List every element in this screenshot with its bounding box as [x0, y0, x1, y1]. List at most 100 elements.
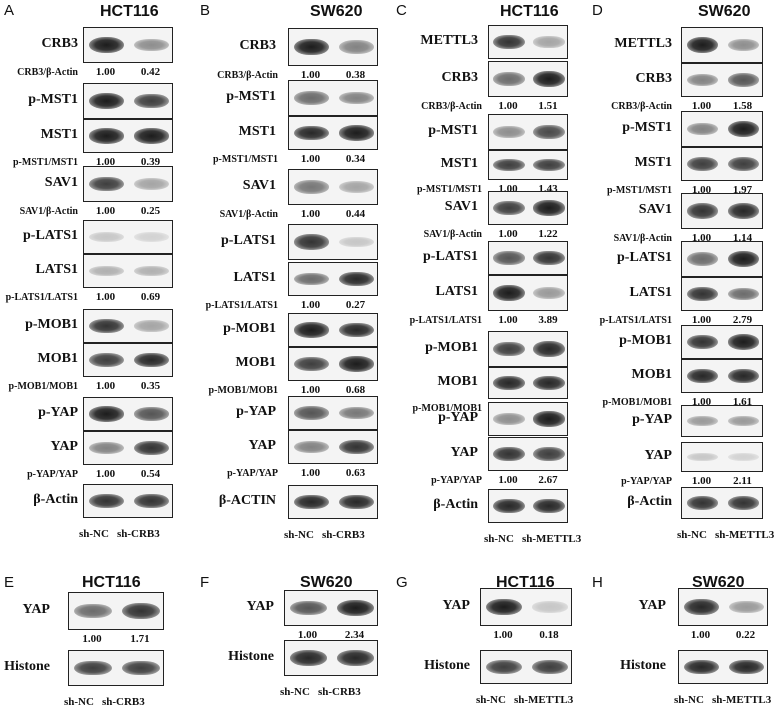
- lane-labels: sh-NC sh-CRB3: [280, 686, 394, 698]
- protein-band: [493, 413, 525, 425]
- blot-strip: [681, 241, 763, 277]
- lane-label: sh-CRB3: [101, 696, 145, 708]
- quant-value: 2.67: [538, 474, 558, 486]
- panel-c: C HCT116 METTL3 CRB3 CRB3/β-Actin 1.00 1.51 p-M…: [392, 0, 582, 560]
- protein-band: [293, 406, 330, 420]
- protein-band: [338, 356, 375, 372]
- blot-strip: [288, 80, 378, 116]
- blot-strip: [288, 224, 378, 260]
- blot-strip: [480, 650, 572, 684]
- blot-strip: [288, 347, 378, 381]
- panel-letter: H: [592, 574, 603, 591]
- panel-letter: D: [592, 2, 603, 19]
- blot-strip: [488, 150, 568, 180]
- blot-strip: [681, 359, 763, 393]
- protein-band: [88, 318, 125, 334]
- protein-band: [338, 181, 375, 193]
- blot-strip: [488, 331, 568, 367]
- protein-label: CRB3: [441, 70, 478, 85]
- quant-value: 0.39: [140, 156, 161, 168]
- cell-line-title: HCT116: [100, 3, 159, 20]
- quant-label: SAV1/β-Actin: [219, 209, 278, 220]
- protein-band: [338, 40, 375, 54]
- quant-value: 1.51: [538, 100, 558, 112]
- protein-label: YAP: [644, 448, 673, 463]
- protein-band: [486, 598, 522, 616]
- blot-strip: [68, 592, 164, 630]
- panel-letter: F: [200, 574, 210, 591]
- protein-band: [338, 322, 375, 338]
- cell-line-title: SW620: [300, 574, 353, 591]
- quant-label: p-MOB1/MOB1: [208, 385, 278, 396]
- quant-value: 2.79: [732, 314, 753, 326]
- protein-band: [88, 231, 125, 243]
- protein-band: [533, 71, 565, 87]
- blot-strip: [288, 169, 378, 205]
- blot-strip: [488, 25, 568, 59]
- cell-line-title: SW620: [692, 574, 745, 591]
- lane-labels: sh-NC sh-CRB3: [79, 528, 189, 540]
- protein-band: [133, 38, 170, 52]
- protein-label: SAV1: [444, 199, 478, 214]
- protein-band: [133, 407, 170, 421]
- protein-band: [533, 286, 565, 300]
- protein-band: [337, 600, 374, 616]
- quant-label: p-MST1/MST1: [606, 185, 672, 196]
- protein-label: β-Actin: [33, 492, 78, 507]
- protein-band: [293, 322, 330, 338]
- protein-band: [533, 498, 565, 514]
- panel-g: G HCT116 YAP 1.00 0.18 Histone sh-NC sh-METTL3: [392, 570, 582, 706]
- protein-label: Histone: [424, 658, 470, 673]
- lane-label: sh-METTL3: [711, 694, 772, 706]
- protein-label: MOB1: [235, 355, 276, 370]
- blot-strip: [83, 343, 173, 377]
- protein-label: YAP: [50, 439, 79, 454]
- lane-labels: sh-NC sh-CRB3: [64, 696, 180, 708]
- protein-band: [338, 494, 375, 510]
- protein-band: [133, 128, 170, 144]
- protein-band: [493, 341, 525, 357]
- protein-label: SAV1: [242, 178, 276, 193]
- protein-band: [686, 156, 719, 172]
- quant-label: CRB3/β-Actin: [611, 101, 672, 112]
- protein-band: [728, 659, 765, 675]
- lane-label: sh-METTL3: [513, 694, 574, 706]
- protein-band: [533, 341, 565, 357]
- lane-labels: sh-NC sh-METTL3: [476, 694, 588, 706]
- quant-value: 1.71: [130, 633, 150, 645]
- quant-value: 1.22: [538, 228, 558, 240]
- protein-band: [293, 38, 330, 56]
- quant-label: p-YAP/YAP: [431, 475, 482, 486]
- protein-band: [293, 91, 330, 105]
- blot-strip: [83, 309, 173, 343]
- quant-label: SAV1/β-Actin: [19, 206, 78, 217]
- quant-value: 1.00: [493, 629, 513, 641]
- blot-strip: [681, 193, 763, 229]
- protein-band: [133, 265, 170, 277]
- protein-band: [727, 251, 760, 267]
- protein-label: p-YAP: [236, 404, 276, 419]
- protein-band: [493, 376, 525, 390]
- quant-value: 1.00: [82, 633, 102, 645]
- lane-labels: sh-NC sh-METTL3: [484, 533, 584, 545]
- protein-band: [686, 73, 719, 87]
- protein-label: Histone: [228, 649, 274, 664]
- protein-label: MST1: [634, 155, 672, 170]
- protein-label: CRB3: [635, 71, 672, 86]
- cell-line-title: SW620: [310, 3, 363, 20]
- protein-label: MOB1: [631, 367, 672, 382]
- blot-strip: [488, 241, 568, 275]
- protein-band: [74, 603, 112, 619]
- protein-band: [293, 180, 330, 194]
- blot-strip: [288, 313, 378, 347]
- protein-band: [727, 203, 760, 219]
- protein-band: [133, 93, 170, 109]
- blot-strip: [681, 63, 763, 97]
- protein-label: MST1: [440, 156, 478, 171]
- protein-band: [727, 156, 760, 172]
- blot-strip: [681, 487, 763, 519]
- lane-labels: sh-NC sh-METTL3: [674, 694, 777, 706]
- protein-band: [293, 234, 330, 250]
- lane-label: sh-CRB3: [321, 529, 365, 541]
- protein-band: [493, 158, 525, 172]
